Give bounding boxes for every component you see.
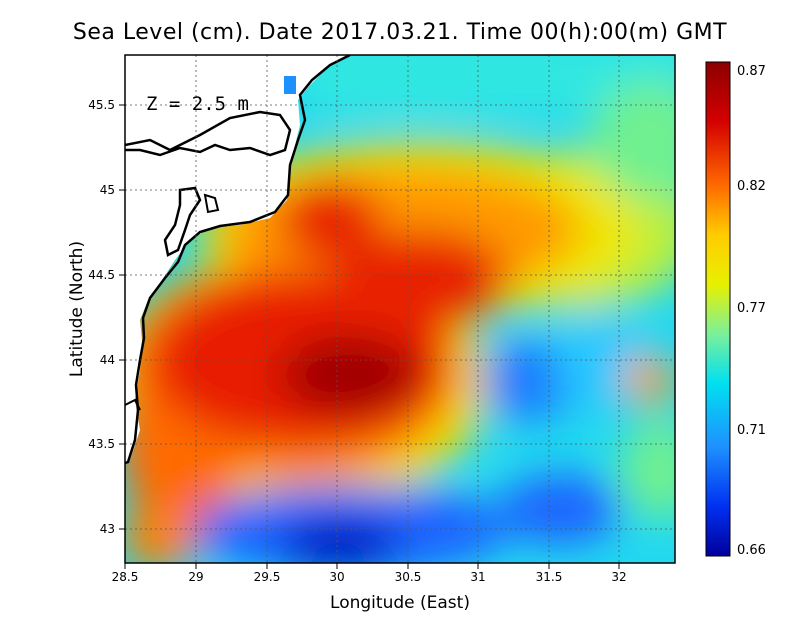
land-mass bbox=[125, 55, 350, 463]
sea-level-field bbox=[125, 55, 675, 563]
colorbar-tick-label: 0.82 bbox=[737, 179, 766, 194]
x-tick-label: 31 bbox=[470, 570, 485, 584]
x-tick-label: 30.5 bbox=[395, 570, 422, 584]
y-tick-label: 43 bbox=[100, 522, 115, 536]
colorbar-tick-label: 0.87 bbox=[737, 64, 766, 79]
x-tick-label: 29.5 bbox=[254, 570, 281, 584]
x-tick-label: 28.5 bbox=[112, 570, 139, 584]
y-tick-label: 45 bbox=[100, 183, 115, 197]
danube-delta-outline bbox=[125, 110, 292, 157]
tick-marks bbox=[119, 104, 620, 569]
grid bbox=[125, 55, 675, 563]
coast-inlet bbox=[125, 398, 141, 411]
lake-outline-small bbox=[203, 193, 220, 214]
x-tick-label: 31.5 bbox=[536, 570, 563, 584]
y-axis-label: Latitude (North) bbox=[67, 241, 87, 377]
colorbar-tick-label: 0.77 bbox=[737, 301, 766, 316]
y-tick-label: 44 bbox=[100, 353, 115, 367]
colorbar-tick-label: 0.71 bbox=[737, 423, 766, 438]
page-title: Sea Level (cm). Date 2017.03.21. Time 00… bbox=[72, 20, 728, 45]
y-tick-label: 43.5 bbox=[88, 437, 115, 451]
coastline bbox=[125, 55, 351, 465]
x-tick-label: 29 bbox=[188, 570, 203, 584]
depth-annotation: Z = 2.5 m bbox=[146, 93, 249, 115]
lake-outline bbox=[163, 186, 202, 257]
colorbar bbox=[705, 61, 731, 557]
x-tick-label: 32 bbox=[611, 570, 626, 584]
y-tick-label: 44.5 bbox=[88, 268, 115, 282]
y-tick-label: 45.5 bbox=[88, 98, 115, 112]
x-tick-label: 30 bbox=[329, 570, 344, 584]
plot-frame bbox=[124, 54, 676, 564]
colorbar-tick-label: 0.66 bbox=[737, 543, 766, 558]
x-axis-label: Longitude (East) bbox=[330, 593, 470, 613]
